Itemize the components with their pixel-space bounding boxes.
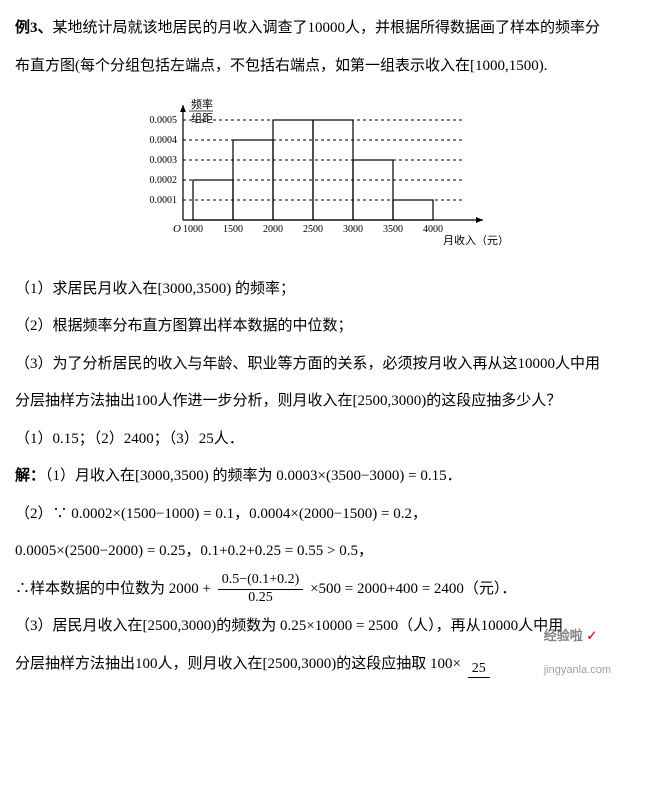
question-3-line2: 分层抽样方法抽出100人作进一步分析，则月收入在[2500,3000)的这段应抽… [15,383,631,421]
fraction-median: 0.5−(0.1+0.2) 0.25 [218,572,304,607]
svg-text:O: O [173,223,181,235]
svg-text:0.0003: 0.0003 [150,155,178,166]
solution-3-line2: 分层抽样方法抽出100人，则月收入在[2500,3000)的这段应抽取 100×… [15,646,631,696]
svg-text:0.0005: 0.0005 [150,115,178,126]
svg-text:3500: 3500 [383,224,403,235]
svg-text:组距: 组距 [191,111,213,125]
question-1: （1）求居民月收入在[3000,3500) 的频率； [15,271,631,309]
histogram-chart: 0.0001 0.0002 0.0003 0.0004 0.0005 1000 1500 20… [15,95,631,261]
solution-1: 解：（1）月收入在[3000,3500) 的频率为 0.0003×(3500−3… [15,458,631,496]
svg-text:1500: 1500 [223,224,243,235]
svg-text:频率: 频率 [191,97,213,111]
svg-text:月收入（元）: 月收入（元） [443,233,509,245]
histogram-svg: 0.0001 0.0002 0.0003 0.0004 0.0005 1000 1500 20… [128,95,518,245]
svg-text:0.0002: 0.0002 [150,175,178,186]
solution-2-line3: ∴样本数据的中位数为 2000 + 0.5−(0.1+0.2) 0.25 ×50… [15,571,631,609]
fraction-sample: 25 [468,661,490,696]
problem-intro-line1: 例3、某地统计局就该地居民的月收入调查了10000人，并根据所得数据画了样本的频… [15,10,631,48]
svg-text:3000: 3000 [343,224,363,235]
solution-2-line1: （2）∵ 0.0002×(1500−1000) = 0.1，0.0004×(20… [15,496,631,534]
solution-2-line2: 0.0005×(2500−2000) = 0.25，0.1+0.2+0.25 =… [15,533,631,571]
solution-3-line1: （3）居民月收入在[2500,3000)的频数为 0.25×10000 = 25… [15,608,631,646]
answers-summary: （1）0.15；（2）2400；（3）25人． [15,421,631,459]
svg-text:0.0004: 0.0004 [150,135,178,146]
question-2: （2）根据频率分布直方图算出样本数据的中位数； [15,308,631,346]
question-3-line1: （3）为了分析居民的收入与年龄、职业等方面的关系，必须按月收入再从这10000人… [15,346,631,384]
svg-text:0.0001: 0.0001 [150,195,178,206]
problem-intro-line2: 布直方图(每个分组包括左端点，不包括右端点，如第一组表示收入在[1000,150… [15,48,631,86]
svg-text:2500: 2500 [303,224,323,235]
solution-label: 解： [15,468,45,484]
watermark: 经验啦 ✓ jingyanla.com [544,620,611,685]
svg-text:2000: 2000 [263,224,283,235]
svg-text:1000: 1000 [183,224,203,235]
svg-text:4000: 4000 [423,224,443,235]
example-label: 例3、 [15,20,53,36]
